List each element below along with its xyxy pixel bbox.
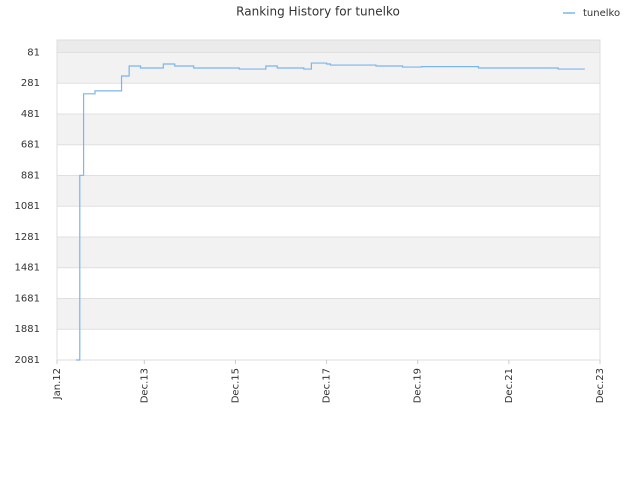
legend-label: tunelko <box>583 8 620 19</box>
data-line <box>75 62 585 361</box>
x-tick-label: Dec.17 <box>322 368 333 403</box>
y-tick-label: 1481 <box>15 263 40 274</box>
x-tick-label: Jan.12 <box>52 368 63 400</box>
x-tick-label: Dec.23 <box>595 368 606 403</box>
x-tick-label: Dec.13 <box>139 368 150 403</box>
y-tick-label: 1881 <box>15 324 40 335</box>
x-tick-label: Dec.15 <box>230 368 241 403</box>
x-tick-label: Dec.21 <box>504 368 515 403</box>
plot-border <box>56 39 601 361</box>
y-tick-label: 81 <box>27 47 40 58</box>
y-tick-label: 1081 <box>15 201 40 212</box>
grid-band <box>57 40 600 53</box>
chart-title: Ranking History for tunelko <box>236 5 400 19</box>
grid-band <box>57 175 600 207</box>
grid-band <box>57 113 600 145</box>
y-tick-label: 1681 <box>15 293 40 304</box>
y-tick-label: 1281 <box>15 232 40 243</box>
y-tick-label: 881 <box>21 170 40 181</box>
x-tick-label: Dec.19 <box>413 368 424 403</box>
y-tick-label: 481 <box>21 109 40 120</box>
y-tick-label: 681 <box>21 140 40 151</box>
y-tick-label: 2081 <box>15 355 40 366</box>
grid-band <box>57 298 600 330</box>
y-tick-label: 281 <box>21 78 40 89</box>
grid-band <box>57 236 600 268</box>
